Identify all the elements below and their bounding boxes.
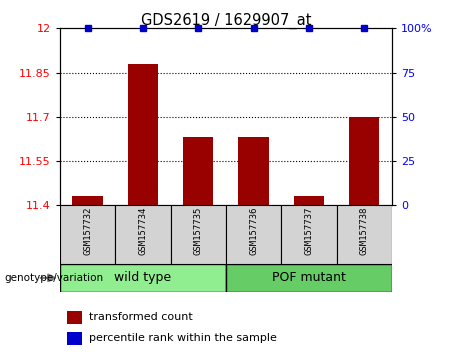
Bar	[67, 311, 82, 324]
Text: percentile rank within the sample: percentile rank within the sample	[89, 333, 278, 343]
Text: GDS2619 / 1629907_at: GDS2619 / 1629907_at	[141, 12, 311, 29]
Bar	[349, 117, 379, 205]
Text: GSM157734: GSM157734	[138, 207, 148, 256]
Bar	[183, 137, 213, 205]
Bar	[226, 205, 281, 264]
Bar	[67, 332, 82, 345]
Text: GSM157732: GSM157732	[83, 207, 92, 256]
Text: GSM157738: GSM157738	[360, 207, 369, 256]
Text: transformed count: transformed count	[89, 312, 193, 322]
Text: genotype/variation: genotype/variation	[5, 273, 104, 283]
Bar	[294, 196, 324, 205]
Bar	[281, 205, 337, 264]
Bar	[226, 264, 392, 292]
Text: POF mutant: POF mutant	[272, 272, 346, 284]
Bar	[238, 137, 269, 205]
Text: GSM157737: GSM157737	[304, 207, 313, 256]
Bar	[171, 205, 226, 264]
Bar	[115, 205, 171, 264]
Bar	[128, 64, 158, 205]
Bar	[60, 264, 226, 292]
Text: GSM157736: GSM157736	[249, 207, 258, 256]
Bar	[60, 205, 115, 264]
Text: wild type: wild type	[114, 272, 171, 284]
Text: GSM157735: GSM157735	[194, 207, 203, 256]
Bar	[337, 205, 392, 264]
Bar	[72, 196, 103, 205]
